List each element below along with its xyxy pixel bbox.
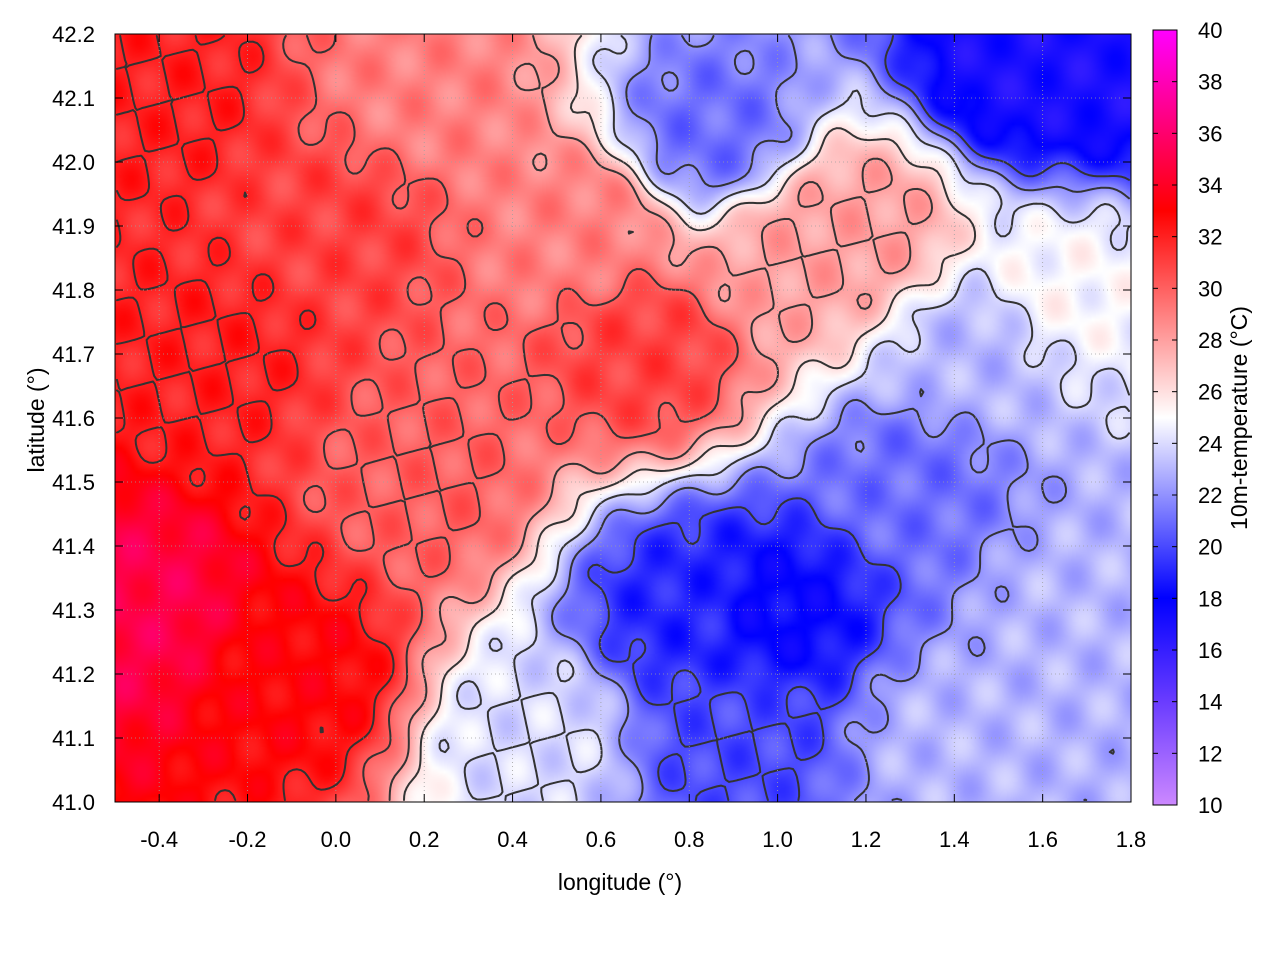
colorbar-tick-label: 36 [1198, 121, 1222, 146]
contour-line [587, 35, 1130, 801]
y-tick-label: 41.5 [52, 470, 95, 495]
colorbar-tick-label: 28 [1198, 328, 1222, 353]
contour-line [438, 35, 1130, 801]
y-tick-label: 41.0 [52, 790, 95, 815]
colorbar-tick-label: 12 [1198, 741, 1222, 766]
colorbar-tick-label: 22 [1198, 483, 1222, 508]
y-tick-label: 41.7 [52, 342, 95, 367]
x-axis: -0.4 -0.2 0.0 0.2 0.4 0.6 0.8 1.0 1.2 1.4 1.6 1.8 [140, 34, 1146, 852]
y-tick-label: 42.0 [52, 150, 95, 175]
y-tick-label: 42.2 [52, 22, 95, 47]
colorbar-tick-label: 16 [1198, 638, 1222, 663]
colorbar-tick-label: 38 [1198, 70, 1222, 95]
x-axis-label: longitude (°) [558, 869, 682, 895]
y-axis-label: latitude (°) [23, 367, 49, 472]
x-tick-label: 1.6 [1027, 827, 1058, 852]
x-tick-label: 0.2 [409, 827, 440, 852]
y-tick-label: 42.1 [52, 86, 95, 111]
colorbar-tick-label: 40 [1198, 18, 1222, 43]
y-tick-label: 41.8 [52, 278, 95, 303]
colorbar-tick-label: 14 [1198, 690, 1222, 715]
colorbar-tick-label: 10 [1198, 793, 1222, 818]
x-tick-label: -0.2 [229, 827, 267, 852]
colorbar-tick-label: 34 [1198, 173, 1222, 198]
colorbar-tick-label: 30 [1198, 276, 1222, 301]
colorbar [1152, 29, 1178, 806]
contour-lines [116, 35, 1130, 801]
y-tick-label: 41.1 [52, 726, 95, 751]
colorbar-tick-label: 20 [1198, 535, 1222, 560]
colorbar-tick-label: 24 [1198, 431, 1222, 456]
contour-line [388, 35, 933, 801]
colorbar-tick-label: 26 [1198, 380, 1222, 405]
y-tick-label: 41.4 [52, 534, 95, 559]
colorbar-ticks: 10 12 14 16 18 20 22 24 26 28 30 32 34 36 38 40 [1153, 18, 1222, 818]
x-tick-label: 0.8 [674, 827, 705, 852]
y-tick-label: 41.2 [52, 662, 95, 687]
contour-line [116, 35, 395, 801]
grid-lines [115, 33, 1132, 803]
x-tick-label: 1.8 [1116, 827, 1147, 852]
contour-line [403, 35, 977, 801]
colorbar-label: 10m-temperature (°C) [1226, 306, 1252, 530]
x-tick-label: 1.2 [851, 827, 882, 852]
x-tick-label: 0.4 [497, 827, 528, 852]
y-tick-label: 41.6 [52, 406, 95, 431]
x-tick-label: -0.4 [140, 827, 178, 852]
x-tick-label: 1.0 [762, 827, 793, 852]
y-tick-label: 41.3 [52, 598, 95, 623]
y-tick-label: 41.9 [52, 214, 95, 239]
colorbar-tick-label: 18 [1198, 586, 1222, 611]
colorbar-tick-label: 32 [1198, 225, 1222, 250]
y-axis: 41.0 41.1 41.2 41.3 41.4 41.5 41.6 41.7 41.8 41.9… [52, 22, 1131, 815]
x-tick-label: 0.6 [586, 827, 617, 852]
x-tick-label: 0.0 [321, 827, 352, 852]
x-tick-label: 1.4 [939, 827, 970, 852]
